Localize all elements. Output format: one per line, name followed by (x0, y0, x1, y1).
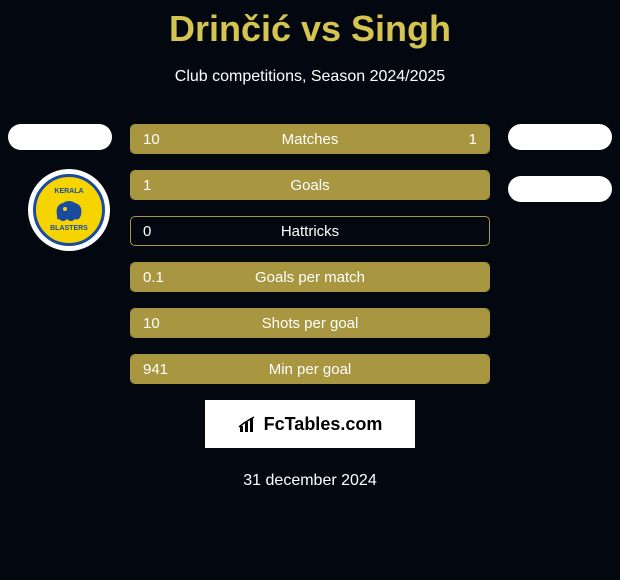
stat-value-right: 1 (469, 131, 477, 148)
chart-icon (238, 416, 258, 432)
footer-brand[interactable]: FcTables.com (205, 400, 415, 448)
date-text: 31 december 2024 (0, 472, 620, 490)
club-logo-inner: KERALA BLASTERS (33, 174, 105, 246)
stat-row: 0.1Goals per match (130, 262, 490, 292)
player-badge-right-1 (508, 124, 612, 150)
player-badge-left (8, 124, 112, 150)
stat-row: 10Matches1 (130, 124, 490, 154)
stat-row: 1Goals (130, 170, 490, 200)
club-logo-bottom-text: BLASTERS (50, 225, 88, 232)
stats-area: KERALA BLASTERS 10Matches11Goals0Hattric… (0, 124, 620, 384)
stat-label: Shots per goal (131, 315, 489, 332)
club-logo-top-text: KERALA (54, 188, 83, 195)
player-badge-right-2 (508, 176, 612, 202)
footer-brand-text: FcTables.com (264, 414, 383, 435)
stat-label: Matches (131, 131, 489, 148)
subtitle: Club competitions, Season 2024/2025 (0, 68, 620, 86)
stat-label: Min per goal (131, 361, 489, 378)
stat-label: Hattricks (131, 223, 489, 240)
stat-label: Goals per match (131, 269, 489, 286)
stat-row: 10Shots per goal (130, 308, 490, 338)
stats-bars: 10Matches11Goals0Hattricks0.1Goals per m… (130, 124, 490, 384)
stat-row: 941Min per goal (130, 354, 490, 384)
elephant-icon (51, 195, 87, 225)
stat-row: 0Hattricks (130, 216, 490, 246)
club-logo: KERALA BLASTERS (28, 169, 110, 251)
stat-label: Goals (131, 177, 489, 194)
page-title: Drinčić vs Singh (0, 0, 620, 50)
